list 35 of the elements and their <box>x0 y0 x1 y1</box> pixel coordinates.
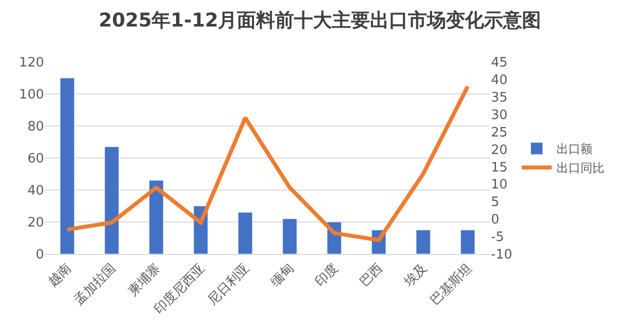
y2-tick-label: 0 <box>491 212 500 228</box>
y-tick-label: 80 <box>27 120 44 135</box>
y-tick-label: 100 <box>19 88 44 103</box>
bar <box>238 212 253 254</box>
bar <box>416 230 431 254</box>
x-tick-label: 巴西 <box>357 260 386 290</box>
y2-tick-label: 10 <box>491 178 508 193</box>
x-tick-label: 尼日利亚 <box>205 260 253 308</box>
y2-tick-label: 15 <box>491 160 508 176</box>
line-series <box>65 84 470 242</box>
y2-tick-label: 20 <box>491 142 508 158</box>
x-tick-label: 印度 <box>312 260 342 290</box>
y-tick-label: 120 <box>19 56 44 71</box>
y2-tick-label: 45 <box>491 56 508 71</box>
chart-title: 2025年1-12月面料前十大主要出口市场变化示意图 <box>98 9 542 32</box>
y2-tick-label: 40 <box>491 73 508 88</box>
bar <box>148 180 164 254</box>
bar <box>282 218 298 254</box>
y-tick-label: 60 <box>27 152 44 167</box>
x-tick-label: 柬埔寨 <box>124 260 164 300</box>
y-tick-label: 40 <box>27 184 44 199</box>
y-tick-label: 0 <box>36 248 44 263</box>
y2-tick-label: 30 <box>491 108 508 123</box>
y-tick-label: 20 <box>27 216 44 231</box>
y2-tick-label: 25 <box>491 125 508 140</box>
bar <box>460 230 476 254</box>
x-tick-label: 缅甸 <box>268 260 298 290</box>
y2-tick-label: -10 <box>491 248 512 263</box>
y2-tick-label: 35 <box>491 90 508 106</box>
y2-tick-label: 5 <box>491 195 500 210</box>
y2-tick-label: -5 <box>491 230 504 246</box>
bar <box>104 146 120 254</box>
bar <box>60 78 75 254</box>
legend-label: 出口同比 <box>556 161 605 176</box>
legend-label: 出口额 <box>556 142 593 156</box>
